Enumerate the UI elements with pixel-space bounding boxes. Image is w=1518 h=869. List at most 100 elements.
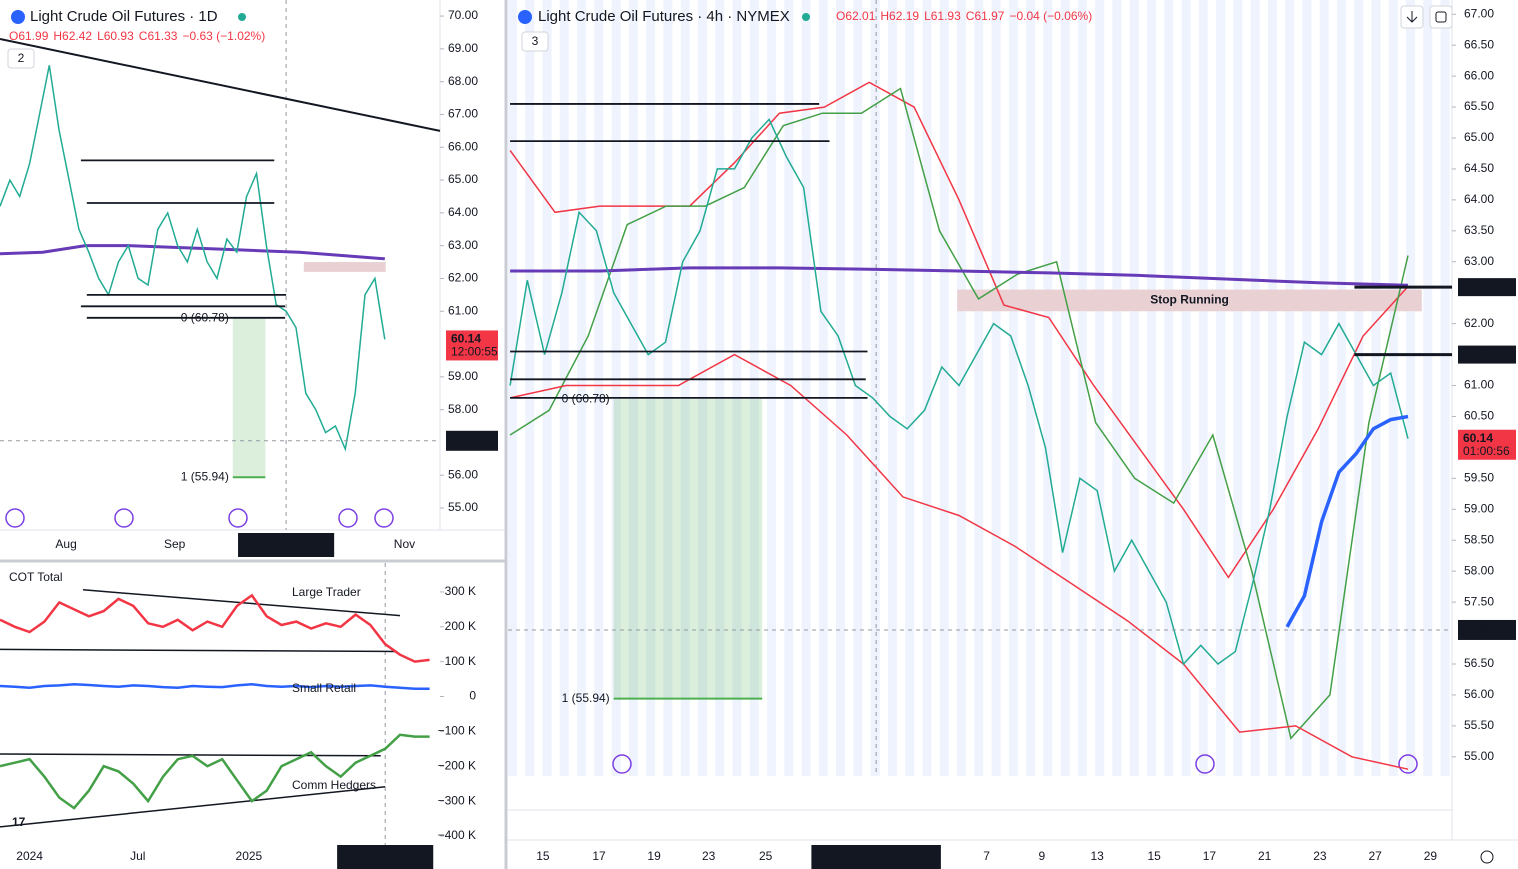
chart-title: Light Crude Oil Futures · 4h · NYMEX: [538, 8, 790, 25]
y-tick-label: 66.50: [1464, 37, 1494, 51]
fullscreen-icon: [1435, 11, 1447, 23]
y-tick-label: 70.00: [448, 8, 478, 22]
y-tick-label: 69.00: [448, 41, 478, 55]
series-label: Large Trader: [292, 585, 361, 599]
settings-icon[interactable]: [1480, 850, 1494, 864]
y-tick-label: 55.00: [448, 500, 478, 514]
y-tick-label: 68.00: [448, 74, 478, 88]
crosshair-price-label: 57.05: [1463, 622, 1493, 636]
fib-box: [232, 318, 266, 478]
y-tick-label: 62.00: [1464, 316, 1494, 330]
series-label: Small Retail: [292, 681, 356, 695]
y-tick-label: 61.00: [1464, 378, 1494, 392]
band-line: [509, 87, 1409, 740]
y-tick-label: 55.00: [1464, 749, 1494, 763]
zone: [303, 262, 386, 272]
y-tick-label: 63.00: [1464, 254, 1494, 268]
status-dot: [238, 13, 246, 21]
ohlc-value: −0.04 (−0.06%): [1009, 9, 1092, 23]
x-tick-label: 2025: [236, 849, 263, 863]
x-tick-label: Sep: [164, 537, 186, 551]
x-tick-label: 19: [647, 849, 661, 863]
y-tick-label: 55.50: [1464, 718, 1494, 732]
x-tick-label: Jul: [130, 849, 145, 863]
indicator-badge: [7, 48, 35, 69]
y-tick-label: 56.00: [448, 467, 478, 481]
fib-label: 1 (55.94): [181, 469, 229, 483]
crosshair-price-box: [446, 430, 498, 451]
x-tick-label: Nov: [394, 537, 415, 551]
y-tick-label: 0: [469, 689, 476, 703]
x-tick-label: 23: [1313, 849, 1327, 863]
cursor-date-box: [238, 533, 335, 557]
y-tick-label: 200 K: [445, 619, 476, 633]
ohlc-value: H62.42: [53, 29, 92, 43]
ohlc-value: −0.63 (−1.02%): [182, 29, 265, 43]
y-tick-label: 56.00: [1464, 687, 1494, 701]
cot-line: [0, 683, 430, 691]
fib-box: [613, 399, 763, 699]
ohlc-value: H62.19: [880, 9, 919, 23]
y-tick-label: 61.00: [448, 303, 478, 317]
x-tick-label: 9: [1039, 849, 1046, 863]
cot-line: [0, 733, 430, 810]
symbol-icon: [11, 10, 25, 24]
price-tag-label: 61.50: [1463, 347, 1493, 361]
y-tick-label: 60.50: [1464, 409, 1494, 423]
x-tick-label: 25: [759, 849, 773, 863]
price-line: [509, 118, 1409, 666]
y-tick-label: 65.50: [1464, 99, 1494, 113]
cursor-date-label: Wed 01 Oct '25: [344, 849, 426, 863]
countdown: 12:00:55: [451, 345, 498, 359]
y-tick-label: 64.00: [448, 205, 478, 219]
y-tick-label: 58.00: [448, 402, 478, 416]
chart-title: Light Crude Oil Futures · 1D: [30, 8, 218, 25]
zone: [957, 289, 1422, 312]
y-tick-label: −100 K: [438, 724, 476, 738]
last-price-tag: [446, 330, 498, 361]
session-shading: [508, 0, 1452, 776]
logo: 17: [12, 815, 26, 829]
y-tick-label: 59.00: [448, 369, 478, 383]
fib-label: 1 (55.94): [562, 691, 610, 705]
cot-line: [0, 593, 430, 663]
moving-average: [0, 244, 385, 261]
x-tick-label: 17: [592, 849, 606, 863]
ohlc-value: L60.93: [97, 29, 134, 43]
ohlc-value: O61.99: [9, 29, 49, 43]
fullscreen-button[interactable]: [1429, 5, 1453, 29]
y-tick-label: 100 K: [445, 654, 476, 668]
price-tag: [1458, 278, 1516, 297]
y-tick-label: −200 K: [438, 758, 476, 772]
cursor-date-label: Wed 01 Oct '25 03:00: [818, 849, 934, 863]
arrow-icon: [1406, 11, 1418, 23]
ohlc-value: C61.97: [966, 9, 1005, 23]
x-tick-label: 2024: [16, 849, 43, 863]
x-tick-label: 15: [1147, 849, 1161, 863]
y-tick-label: 66.00: [448, 139, 478, 153]
band-line: [509, 81, 1409, 579]
y-tick-label: 64.00: [1464, 192, 1494, 206]
trendline: [0, 753, 381, 757]
zone-label: Stop Running: [1150, 293, 1229, 307]
indicator-count: 3: [532, 34, 539, 48]
y-tick-label: 57.50: [1464, 594, 1494, 608]
y-tick-label: 67.00: [448, 107, 478, 121]
y-tick-label: 59.50: [1464, 471, 1494, 485]
countdown: 01:00:56: [1463, 444, 1510, 458]
y-tick-label: 67.00: [1464, 6, 1494, 20]
last-price-tag: [1458, 429, 1516, 460]
event-icons: [5, 508, 1418, 774]
y-tick-label: 300 K: [445, 584, 476, 598]
band-line: [509, 353, 1409, 770]
y-tick-label: 63.00: [448, 238, 478, 252]
x-tick-label: 15: [536, 849, 550, 863]
price-tag: [1458, 345, 1516, 364]
x-tick-label: Aug: [55, 537, 76, 551]
series-label: Comm Hedgers: [292, 778, 376, 792]
status-dot: [802, 13, 810, 21]
ohlc-value: L61.93: [924, 9, 961, 23]
cursor-date-label: Wed 01 Oct '25: [245, 537, 327, 551]
